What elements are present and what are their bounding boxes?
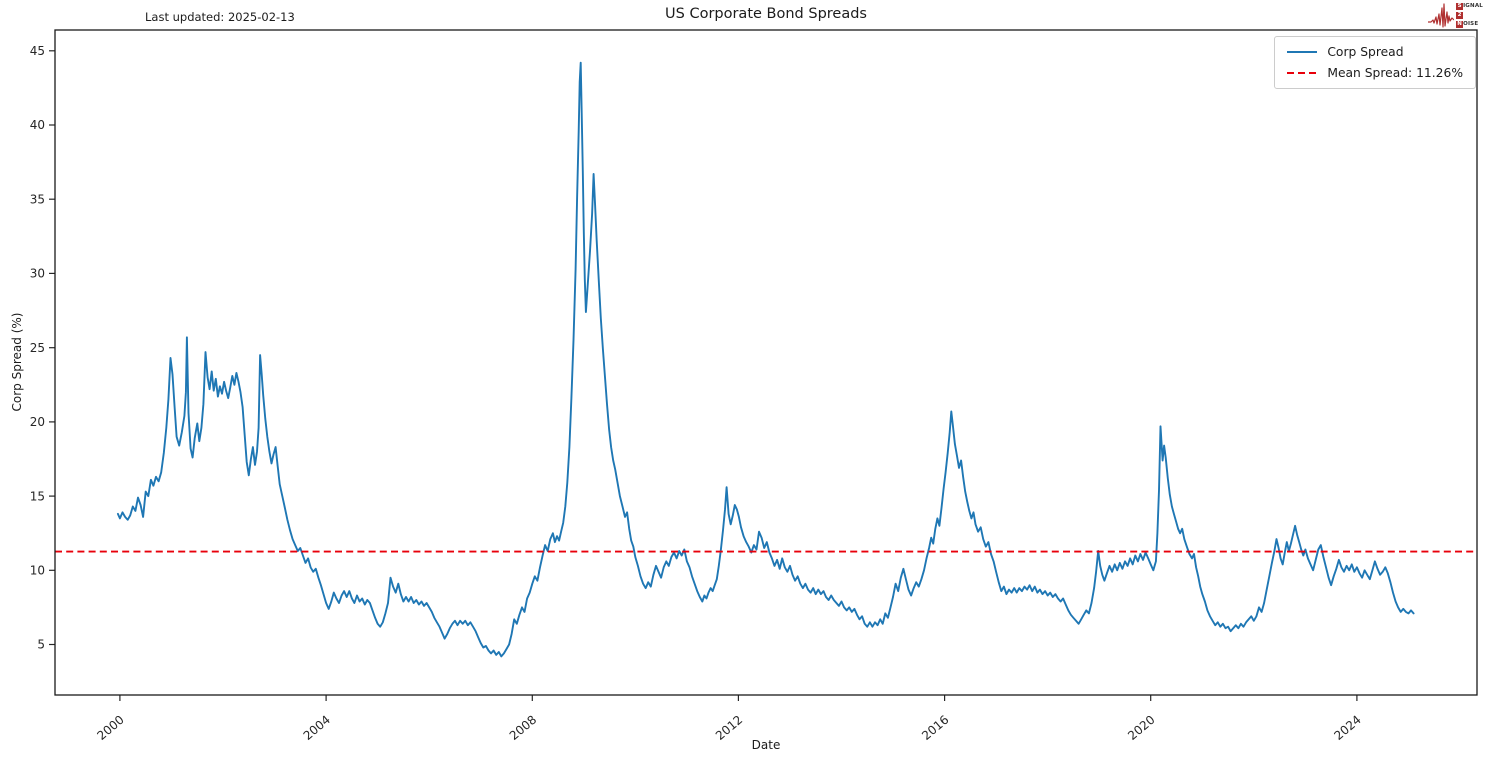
legend-line-sample-dashed: [1287, 71, 1318, 75]
plot-spines: [54, 29, 1478, 696]
y-tick-label: 25: [30, 341, 45, 355]
signal-2-noise-logo: S IGNAL 2 N OISE: [1428, 2, 1483, 28]
logo-row-label: OISE: [1463, 20, 1479, 27]
logo-row-label: IGNAL: [1463, 2, 1483, 9]
chart-legend: Corp Spread Mean Spread: 11.26%: [1274, 36, 1476, 89]
y-tick-label: 45: [30, 44, 45, 58]
y-tick-label: 35: [30, 192, 45, 206]
logo-row-noise: N OISE: [1456, 20, 1483, 28]
waveform-icon: [1428, 3, 1455, 28]
x-axis-label: Date: [751, 738, 781, 752]
y-tick-label: 40: [30, 118, 45, 132]
y-axis-label: Corp Spread (%): [10, 312, 24, 412]
y-tick-label: 5: [37, 638, 45, 652]
logo-letter-box: N: [1456, 20, 1464, 28]
legend-line-sample-solid: [1287, 50, 1318, 54]
legend-label: Mean Spread: 11.26%: [1327, 66, 1463, 80]
y-tick-label: 20: [30, 415, 45, 429]
legend-label: Corp Spread: [1327, 45, 1404, 59]
legend-item-corp-spread: Corp Spread: [1287, 45, 1463, 59]
legend-item-mean-spread: Mean Spread: 11.26%: [1287, 66, 1463, 80]
y-tick-label: 30: [30, 267, 45, 281]
last-updated-text: Last updated: 2025-02-13: [145, 10, 295, 24]
logo-wordmark: S IGNAL 2 N OISE: [1456, 2, 1483, 28]
y-tick-label: 15: [30, 489, 45, 503]
logo-letter-box: S: [1456, 2, 1464, 10]
chart-title: US Corporate Bond Spreads: [665, 6, 867, 22]
y-tick-label: 10: [30, 564, 45, 578]
logo-row-signal: S IGNAL: [1456, 2, 1483, 10]
logo-row-2: 2: [1456, 11, 1483, 19]
corp-spread-line: [116, 61, 1415, 658]
logo-letter-box: 2: [1456, 11, 1464, 19]
